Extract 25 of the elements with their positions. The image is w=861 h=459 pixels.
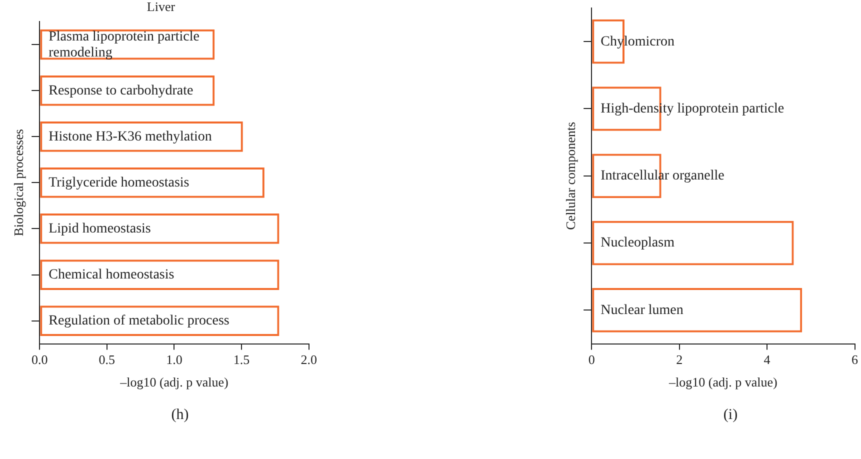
y-axis-title: Biological processes [11, 129, 26, 236]
x-tick-label: 2.0 [300, 352, 317, 368]
x-tick-label: 0 [588, 352, 595, 368]
x-tick-label: 4 [764, 352, 771, 368]
x-tick-label: 1.5 [233, 352, 250, 368]
y-axis-title: Cellular components [563, 122, 578, 230]
chart-title: Liver [146, 0, 176, 14]
category-label: Lipid homeostasis [48, 221, 151, 236]
category-label: Histone H3-K36 methylation [48, 129, 212, 144]
x-tick-label: 6 [852, 352, 858, 368]
x-axis-title: –log10 (adj. p value) [668, 374, 778, 390]
category-label: Regulation of metabolic process [48, 313, 230, 328]
x-tick-label: 0.5 [98, 352, 116, 368]
category-label: Response to carbohydrate [48, 83, 194, 98]
category-label: Nuclear lumen [600, 302, 684, 318]
x-tick-label: 0.0 [31, 352, 48, 368]
text: (i) [722, 407, 739, 424]
x-tick-label: 2 [676, 352, 683, 368]
text: (h) [170, 407, 190, 424]
x-axis-title: –log10 (adj. p value) [119, 374, 228, 390]
category-label: Chemical homeostasis [48, 267, 174, 282]
x-tick-label: 1.0 [166, 352, 182, 368]
category-label: Nucleoplasm [600, 236, 674, 251]
category-label: Triglyceride homeostasis [48, 175, 190, 190]
category-label: Plasma lipoprotein particle remodeling [48, 29, 200, 60]
